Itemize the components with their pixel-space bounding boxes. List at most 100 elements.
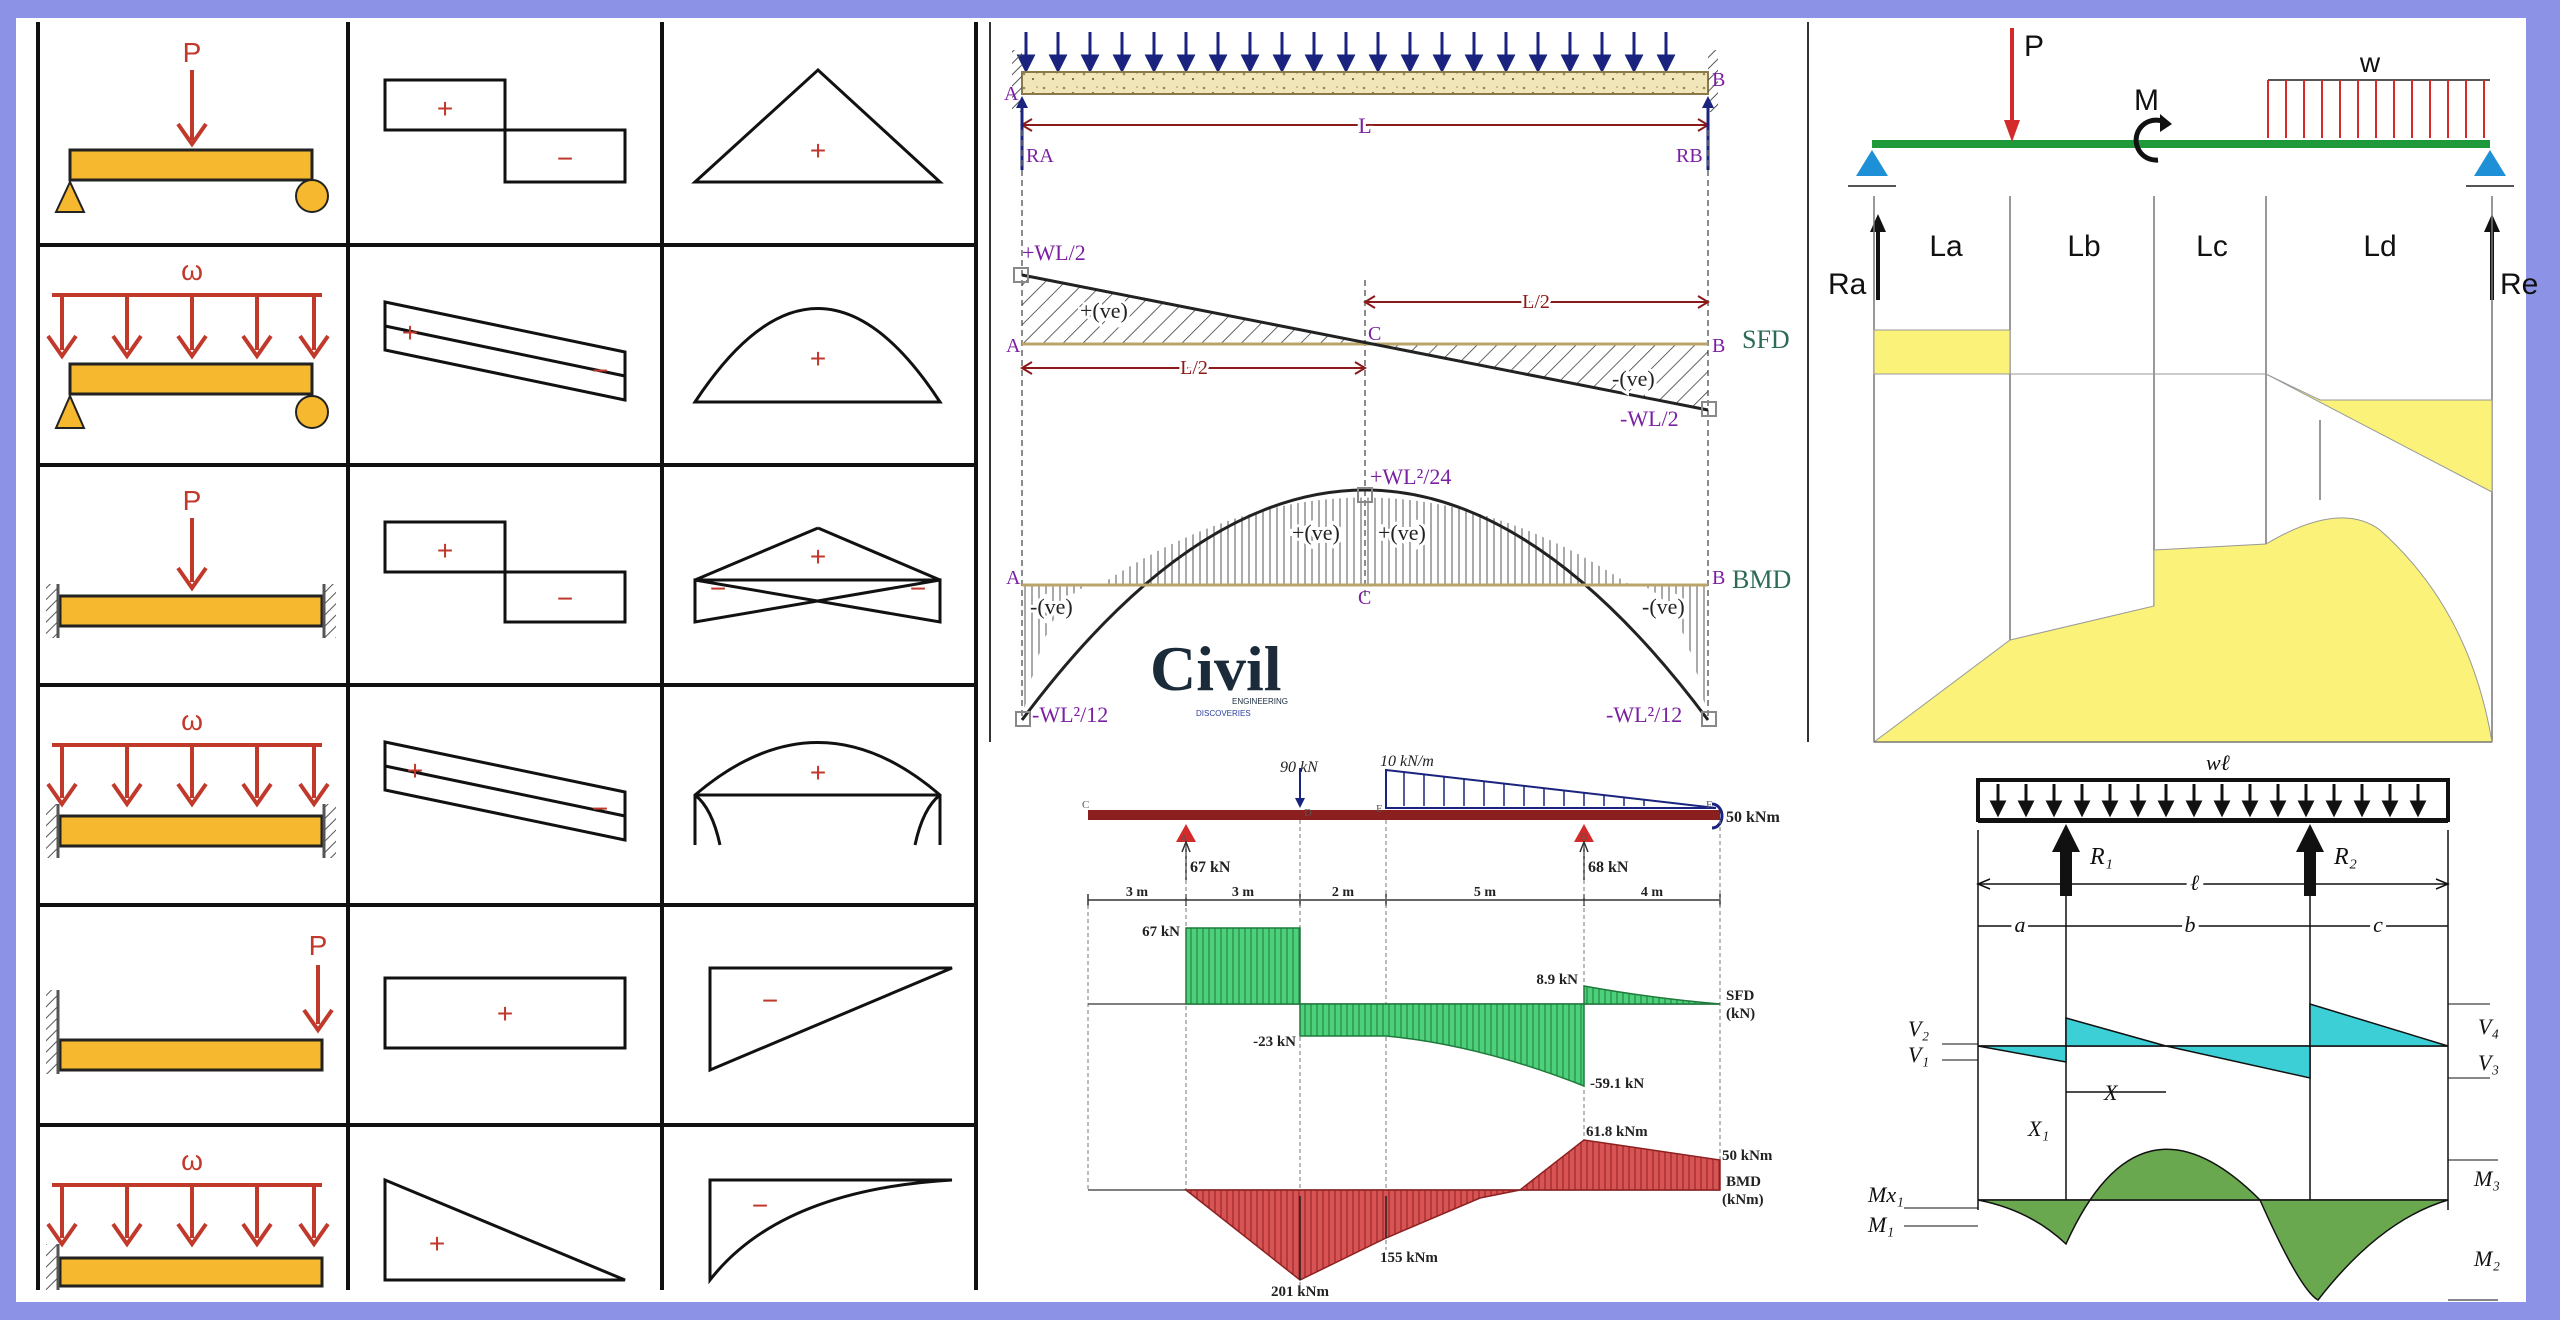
fixed-beam-diagram: A B L RA RB +WL/2 +(ve) -(ve) -WL/2 A B … bbox=[989, 22, 1809, 742]
load-label: ω bbox=[181, 1145, 203, 1176]
sfd-sign: − bbox=[592, 793, 608, 824]
point-b: B bbox=[1580, 831, 1587, 843]
bmd-end-left: -WL²/12 bbox=[1032, 702, 1108, 727]
sfd-label-67: 67 kN bbox=[1142, 924, 1180, 940]
sfd-sign: + bbox=[429, 1228, 445, 1259]
load-wl: wℓ bbox=[2206, 750, 2231, 775]
bmd-label-155: 155 kNm bbox=[1380, 1250, 1438, 1266]
point-f: F bbox=[1706, 799, 1712, 811]
shear-v4: V₄ bbox=[2478, 1014, 2499, 1039]
sfd-label-m59-1: -59.1 kN bbox=[1590, 1076, 1644, 1092]
span-l: ℓ bbox=[2190, 870, 2200, 895]
sfd-top-value: +WL/2 bbox=[1022, 240, 1086, 265]
sfd-sign: − bbox=[557, 583, 573, 614]
sfd-sign: − bbox=[557, 143, 573, 174]
sfd-label-m23: -23 kN bbox=[1253, 1034, 1296, 1050]
span-2: 3 m bbox=[1232, 885, 1255, 900]
moment-mx1: Mx₁ bbox=[1867, 1182, 1904, 1207]
sfd-half-right: L/2 bbox=[1522, 291, 1550, 313]
sfd-neg-label: -(ve) bbox=[1612, 366, 1655, 391]
sfd-tag: SFD bbox=[1742, 325, 1790, 354]
point-b: B bbox=[1712, 69, 1725, 91]
moment-m2: M₂ bbox=[2473, 1246, 2500, 1271]
svg-text:Civil: Civil bbox=[1150, 633, 1282, 704]
point-e: E bbox=[1376, 803, 1383, 815]
reaction-rb: RB bbox=[1676, 145, 1703, 167]
sfd-label-8-9: 8.9 kN bbox=[1536, 972, 1578, 988]
segment-la: La bbox=[1929, 230, 1963, 263]
reaction-ra: Ra bbox=[1828, 268, 1867, 301]
sfd-sign: − bbox=[592, 355, 608, 386]
double-overhang-diagram: wℓ R₁ R₂ ℓ a b c V₂ V₁ V₄ V₃ X₁ X bbox=[1867, 750, 2500, 1301]
load-label: P bbox=[183, 485, 202, 516]
sfd-point-c: C bbox=[1368, 323, 1381, 345]
table-row-4: ω + − + bbox=[46, 705, 942, 858]
load-label: P bbox=[309, 930, 328, 961]
point-load-p: P bbox=[2024, 30, 2044, 63]
bmd-label-50: 50 kNm bbox=[1722, 1148, 1773, 1164]
reaction-r2: R₂ bbox=[2333, 844, 2357, 870]
moment-m: M bbox=[2134, 84, 2159, 117]
load-label: P bbox=[183, 37, 202, 68]
bmd-tag: BMD bbox=[1726, 1174, 1761, 1190]
sfd-unit: (kN) bbox=[1726, 1006, 1755, 1022]
sfd-sign: + bbox=[402, 317, 418, 348]
table-row-3: P + − + − − bbox=[46, 485, 942, 638]
point-c: C bbox=[1082, 799, 1089, 811]
point-load-label: 90 kN bbox=[1280, 759, 1319, 776]
table-row-5: P + − bbox=[46, 930, 953, 1074]
svg-text:DISCOVERIES: DISCOVERIES bbox=[1196, 709, 1251, 718]
bmd-unit: (kNm) bbox=[1722, 1192, 1764, 1208]
shear-v2: V₂ bbox=[1908, 1016, 1929, 1041]
sfd-point-b: B bbox=[1712, 335, 1725, 357]
bmd-sign: − bbox=[710, 573, 726, 604]
bmd-neg-left: -(ve) bbox=[1030, 594, 1073, 619]
left-table bbox=[36, 22, 978, 1290]
sfd-tag: SFD bbox=[1726, 988, 1755, 1004]
civil-logo: Civil ENGINEERING DISCOVERIES bbox=[1150, 633, 1288, 718]
bmd-end-right: -WL²/12 bbox=[1606, 702, 1682, 727]
load-label: ω bbox=[181, 705, 203, 736]
part-a: a bbox=[2015, 912, 2026, 937]
point-a: A bbox=[1180, 833, 1188, 845]
bmd-sign: + bbox=[810, 135, 826, 166]
span-label: L bbox=[1358, 113, 1371, 138]
udl-label: 10 kN/m bbox=[1380, 753, 1434, 770]
shear-v3: V₃ bbox=[2478, 1050, 2499, 1075]
bmd-sign: − bbox=[752, 1190, 768, 1221]
dist-x1: X₁ bbox=[2027, 1116, 2049, 1141]
sfd-bottom-value: -WL/2 bbox=[1620, 406, 1679, 431]
reaction-a: 67 kN bbox=[1190, 859, 1231, 876]
bmd-peak-value: +WL²/24 bbox=[1370, 464, 1451, 489]
span-4: 5 m bbox=[1474, 885, 1497, 900]
span-3: 2 m bbox=[1332, 885, 1355, 900]
sfd-sign: + bbox=[437, 93, 453, 124]
span-5: 4 m bbox=[1641, 885, 1664, 900]
shear-v1: V₁ bbox=[1908, 1042, 1929, 1067]
bmd-label-201: 201 kNm bbox=[1271, 1284, 1329, 1300]
span-1: 3 m bbox=[1126, 885, 1149, 900]
bmd-sign: − bbox=[910, 573, 926, 604]
point-d: D bbox=[1304, 807, 1312, 819]
bmd-sign: + bbox=[810, 757, 826, 788]
bmd-label-61-8: 61.8 kNm bbox=[1586, 1124, 1648, 1140]
part-c: c bbox=[2373, 912, 2383, 937]
segment-lb: Lb bbox=[2067, 230, 2100, 263]
overhang-beam-diagram: 90 kN 10 kN/m 50 kNm C A D E B F 67 kN 6… bbox=[1082, 753, 1780, 1300]
moment-m3: M₃ bbox=[2473, 1166, 2500, 1191]
bmd-point-c: C bbox=[1358, 587, 1371, 609]
moment-m1: M₁ bbox=[1867, 1212, 1894, 1237]
sfd-half-left: L/2 bbox=[1180, 357, 1208, 379]
sfd-sign: + bbox=[437, 535, 453, 566]
bmd-pos-left: +(ve) bbox=[1292, 520, 1340, 545]
sfd-sign: + bbox=[407, 755, 423, 786]
bmd-point-a: A bbox=[1006, 567, 1021, 589]
segment-lc: Lc bbox=[2196, 230, 2228, 263]
reaction-ra: RA bbox=[1026, 145, 1054, 167]
sfd-point-a: A bbox=[1006, 335, 1021, 357]
svg-text:ENGINEERING: ENGINEERING bbox=[1232, 697, 1288, 706]
reaction-b: 68 kN bbox=[1588, 859, 1629, 876]
bmd-tag: BMD bbox=[1732, 565, 1791, 594]
bmd-sign: + bbox=[810, 541, 826, 572]
